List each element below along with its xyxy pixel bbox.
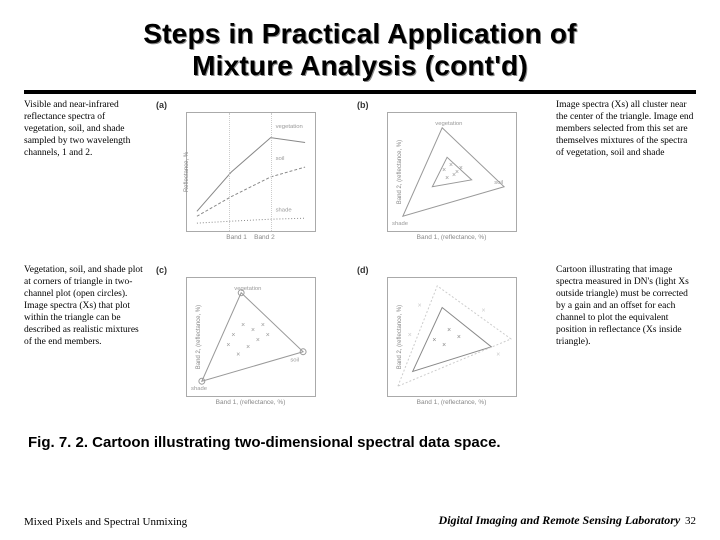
svg-text:×: × bbox=[407, 332, 411, 339]
svg-text:×: × bbox=[246, 344, 250, 351]
footer-right-wrap: Digital Imaging and Remote Sensing Labor… bbox=[439, 513, 696, 528]
svg-text:vegetation: vegetation bbox=[275, 124, 302, 130]
panel-c-xlabel: Band 1, (reflectance, %) bbox=[216, 399, 286, 406]
panel-a-ylabel: Reflectance, % bbox=[184, 152, 190, 192]
svg-text:×: × bbox=[236, 352, 240, 359]
svg-text:×: × bbox=[265, 332, 269, 339]
svg-text:×: × bbox=[241, 323, 245, 330]
svg-text:×: × bbox=[255, 337, 259, 344]
svg-text:×: × bbox=[449, 162, 453, 169]
svg-text:soil: soil bbox=[494, 180, 503, 186]
title-line-1: Steps in Practical Application of bbox=[143, 18, 576, 49]
content-grid: Visible and near-infrared reflectance sp… bbox=[24, 100, 696, 420]
panel-b-xlabel: Band 1, (reflectance, %) bbox=[417, 234, 487, 241]
footer: Mixed Pixels and Spectral Unmixing Digit… bbox=[24, 513, 696, 528]
panel-c-label: (c) bbox=[156, 265, 167, 275]
svg-text:shade: shade bbox=[191, 386, 208, 392]
svg-text:soil: soil bbox=[275, 157, 284, 163]
svg-text:vegetation: vegetation bbox=[234, 286, 261, 292]
panel-c: (c) Band 2, (reflectance, %) vegetation … bbox=[154, 265, 347, 420]
footer-right: Digital Imaging and Remote Sensing Labor… bbox=[439, 513, 681, 527]
spectra-lines-icon: vegetation soil shade bbox=[187, 113, 315, 231]
svg-text:soil: soil bbox=[290, 358, 299, 364]
triangle-c-icon: vegetation soil shade ××× ××× ××× bbox=[187, 278, 315, 396]
svg-text:shade: shade bbox=[275, 208, 292, 214]
panel-a-xlabel: Band 1 Band 2 bbox=[226, 234, 274, 241]
caption-b: Image spectra (Xs) all cluster near the … bbox=[556, 100, 696, 255]
figure-caption: Fig. 7. 2. Cartoon illustrating two-dime… bbox=[28, 434, 696, 451]
panel-d-ylabel: Band 2, (reflectance, %) bbox=[397, 305, 403, 369]
panel-b-label: (b) bbox=[357, 100, 369, 110]
caption-c: Vegetation, soil, and shade plot at corn… bbox=[24, 265, 146, 420]
svg-text:×: × bbox=[445, 175, 449, 182]
panel-d-chart: Band 2, (reflectance, %) × × × × × × × × bbox=[387, 277, 517, 397]
panel-c-ylabel: Band 2, (reflectance, %) bbox=[196, 305, 202, 369]
caption-d: Cartoon illustrating that image spectra … bbox=[556, 265, 696, 420]
panel-d: (d) Band 2, (reflectance, %) × × × × × × × × bbox=[355, 265, 548, 420]
svg-text:×: × bbox=[458, 165, 462, 172]
triangle-b-icon: vegetation soil shade ××× ××× bbox=[388, 113, 516, 231]
svg-text:×: × bbox=[442, 342, 446, 349]
svg-text:×: × bbox=[481, 308, 485, 315]
title-rule bbox=[24, 90, 696, 94]
svg-text:×: × bbox=[226, 342, 230, 349]
svg-text:×: × bbox=[452, 172, 456, 179]
panel-b: (b) Band 2, (reflectance, %) vegetation … bbox=[355, 100, 548, 255]
panel-d-label: (d) bbox=[357, 265, 369, 275]
triangle-d-icon: × × × × × × × × bbox=[388, 278, 516, 396]
svg-text:×: × bbox=[432, 337, 436, 344]
panel-b-ylabel: Band 2, (reflectance, %) bbox=[397, 140, 403, 204]
svg-text:×: × bbox=[442, 167, 446, 174]
page-number: 32 bbox=[685, 515, 696, 527]
panel-a-label: (a) bbox=[156, 100, 167, 110]
slide-title: Steps in Practical Application of Mixtur… bbox=[24, 18, 696, 82]
title-line-2: Mixture Analysis (cont'd) bbox=[192, 50, 528, 81]
panel-b-chart: Band 2, (reflectance, %) vegetation soil… bbox=[387, 112, 517, 232]
slide: Steps in Practical Application of Mixtur… bbox=[0, 0, 720, 540]
svg-text:×: × bbox=[496, 352, 500, 359]
panel-a-chart: Reflectance, % vegetation soil shade bbox=[186, 112, 316, 232]
svg-text:×: × bbox=[417, 303, 421, 310]
caption-a: Visible and near-infrared reflectance sp… bbox=[24, 100, 146, 255]
panel-d-xlabel: Band 1, (reflectance, %) bbox=[417, 399, 487, 406]
footer-left: Mixed Pixels and Spectral Unmixing bbox=[24, 516, 187, 528]
svg-text:×: × bbox=[231, 332, 235, 339]
svg-text:×: × bbox=[251, 327, 255, 334]
panel-a: (a) Reflectance, % vegetation soil shade… bbox=[154, 100, 347, 255]
svg-text:×: × bbox=[447, 327, 451, 334]
panel-c-chart: Band 2, (reflectance, %) vegetation soil… bbox=[186, 277, 316, 397]
svg-text:×: × bbox=[260, 323, 264, 330]
svg-text:×: × bbox=[456, 334, 460, 341]
svg-text:shade: shade bbox=[392, 221, 409, 227]
svg-text:vegetation: vegetation bbox=[435, 121, 462, 127]
